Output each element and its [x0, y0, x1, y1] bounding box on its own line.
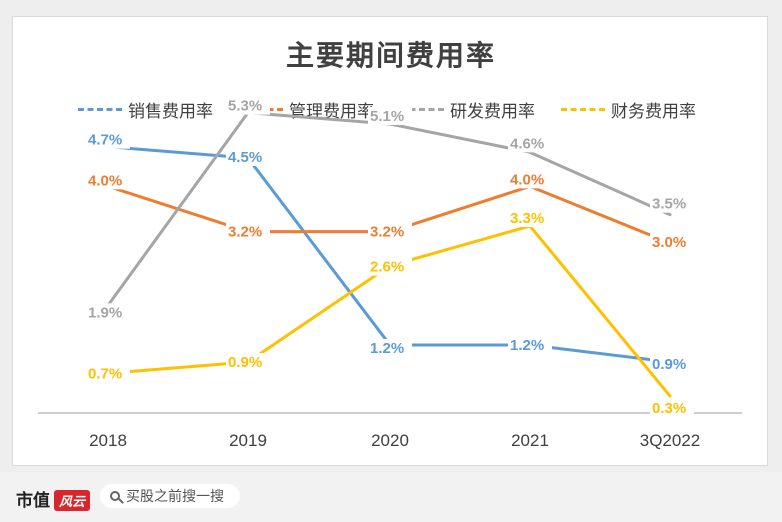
data-label-admin-2021: 4.0%: [510, 171, 544, 188]
chart-frame: [12, 16, 768, 466]
series-rnd: 1.9% 5.3% 5.1% 4.6% 3.5%: [86, 96, 694, 322]
data-label-rnd-2019: 5.3%: [228, 98, 262, 115]
brand-logo: 市值 风云: [16, 486, 91, 511]
legend: 销售费用率 管理费用率 研发费用率 财务费用率: [78, 96, 722, 122]
data-label-admin-2018: 4.0%: [88, 172, 122, 189]
search-text: 买股之前搜一搜: [126, 489, 224, 505]
series-line-finance: [106, 224, 672, 398]
data-label-admin-2020: 3.2%: [370, 224, 404, 241]
series-admin: 4.0% 3.2% 3.2% 4.0% 3.0%: [86, 170, 694, 251]
x-tick-label-2020: 2020: [371, 431, 409, 450]
legend-swatch-rnd: [400, 107, 444, 111]
data-label-bg: [368, 339, 412, 357]
data-label-sales-2021: 1.2%: [510, 337, 544, 354]
data-label-bg: [226, 148, 270, 166]
data-label-finance-2018: 0.7%: [88, 365, 122, 382]
data-label-bg: [508, 336, 552, 354]
legend-swatch-sales: [78, 107, 122, 111]
brand-name: 市值: [16, 491, 50, 511]
footer-bar: 市值 风云 买股之前搜一搜: [0, 472, 782, 522]
series-finance: 0.7% 0.9% 2.6% 3.3% 0.3%: [86, 209, 694, 417]
chart-title: 主要期间费用率: [285, 39, 496, 72]
legend-item-sales: 销售费用率: [78, 97, 213, 122]
data-label-finance-2019: 0.9%: [228, 354, 262, 371]
x-tick-label-2021: 2021: [511, 431, 549, 450]
legend-item-finance: 财务费用率: [561, 97, 696, 122]
data-label-bg: [368, 107, 412, 125]
search-box[interactable]: 买股之前搜一搜: [100, 484, 240, 508]
data-label-sales-2018: 4.7%: [88, 132, 122, 149]
data-label-bg: [86, 130, 130, 149]
data-label-rnd-3Q2022: 3.5%: [652, 196, 686, 213]
brand-mark: 风云: [54, 490, 91, 511]
x-tick-label-2019: 2019: [229, 431, 267, 450]
data-label-sales-2020: 1.2%: [370, 340, 404, 357]
data-label-bg: [650, 355, 694, 373]
data-label-bg: [86, 171, 130, 190]
data-label-bg: [508, 170, 552, 189]
data-label-rnd-2021: 4.6%: [510, 135, 544, 152]
x-tick-label-2018: 2018: [89, 431, 127, 450]
search-icon: [110, 491, 120, 501]
data-label-bg: [86, 364, 130, 383]
series-line-sales: [106, 145, 672, 364]
data-label-admin-2019: 3.2%: [228, 224, 262, 241]
legend-label-rnd: 研发费用率: [450, 101, 535, 122]
series-sales: 4.7% 4.5% 1.2% 1.2% 0.9%: [86, 130, 694, 373]
data-label-bg: [650, 399, 694, 417]
data-label-bg: [226, 222, 270, 241]
data-label-finance-2020: 2.6%: [370, 259, 404, 276]
data-label-sales-2019: 4.5%: [228, 149, 262, 166]
legend-label-sales: 销售费用率: [128, 101, 213, 122]
data-label-rnd-2018: 1.9%: [88, 304, 122, 321]
data-label-bg: [86, 303, 130, 322]
data-label-bg: [508, 209, 552, 227]
legend-label-finance: 财务费用率: [611, 101, 696, 122]
data-label-admin-3Q2022: 3.0%: [652, 234, 686, 251]
data-label-bg: [226, 353, 270, 371]
legend-swatch-finance: [561, 107, 605, 111]
data-label-bg: [650, 194, 694, 213]
data-label-finance-3Q2022: 0.3%: [652, 400, 686, 417]
legend-item-rnd: 研发费用率: [400, 97, 535, 122]
data-label-finance-2021: 3.3%: [510, 210, 544, 227]
data-label-bg: [226, 96, 270, 115]
data-label-bg: [368, 222, 412, 241]
data-label-rnd-2020: 5.1%: [370, 108, 404, 125]
x-tick-label-3Q2022: 3Q2022: [640, 431, 701, 450]
data-label-sales-3Q2022: 0.9%: [652, 356, 686, 373]
data-label-bg: [650, 233, 694, 251]
data-label-bg: [368, 257, 412, 276]
data-label-bg: [508, 134, 552, 153]
